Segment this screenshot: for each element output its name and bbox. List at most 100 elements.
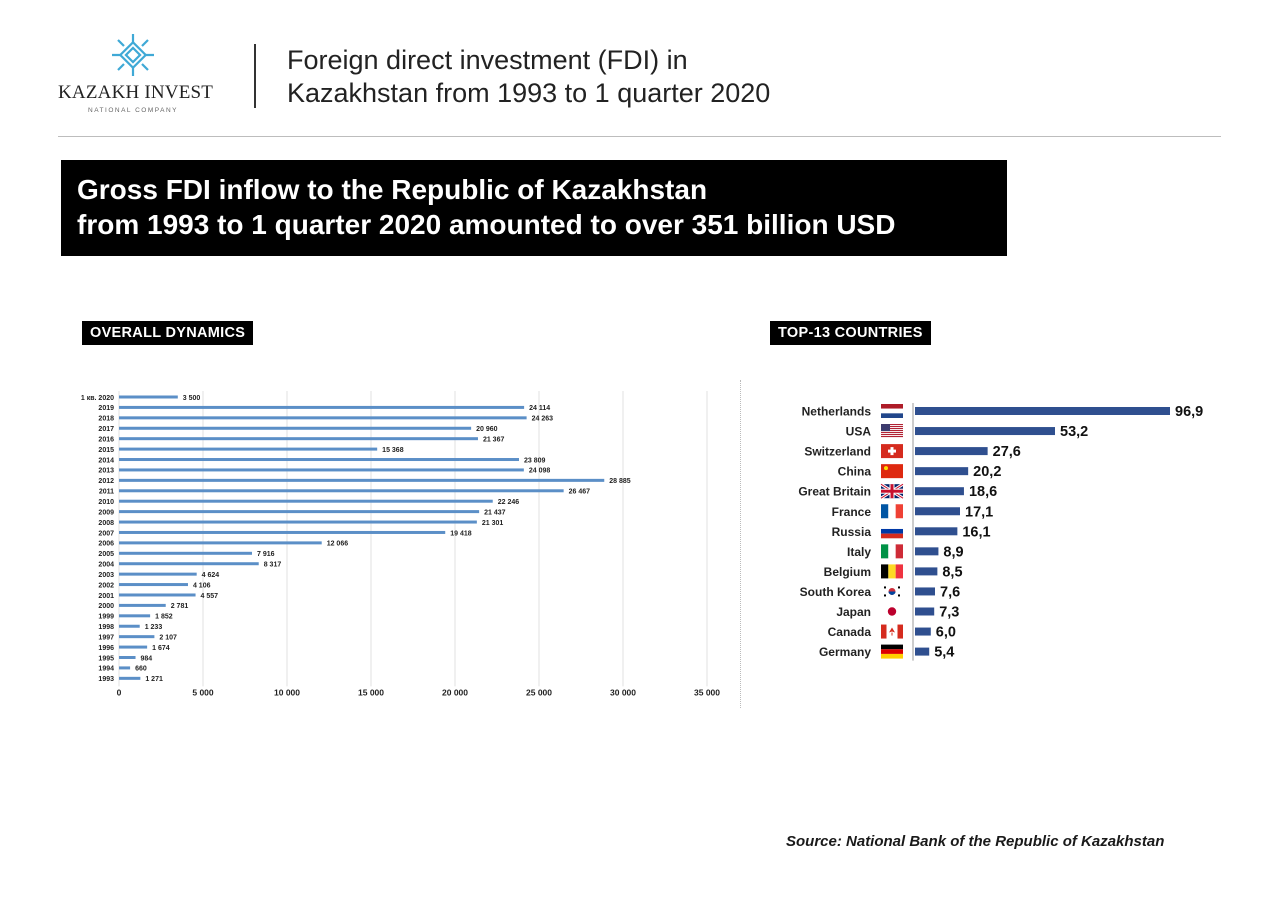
y-category-label: 1993 <box>98 676 114 683</box>
country-label: USA <box>846 425 872 439</box>
y-category-label: 2011 <box>99 489 114 496</box>
logo-name: KAZAKH INVEST <box>58 82 214 103</box>
overall-dynamics-chart: 0 5 000 10 000 15 000 20 000 25 000 30 000 35 0… <box>81 391 720 697</box>
bar-value-label: 21 301 <box>482 520 504 527</box>
y-category-label: 2009 <box>98 509 114 516</box>
italy-flag-icon <box>881 544 903 559</box>
bar-value-label: 1 233 <box>145 624 163 631</box>
bar-value-label: 17,1 <box>965 504 993 520</box>
y-category-label: 2005 <box>98 551 114 558</box>
bar <box>119 656 136 659</box>
country-label: Japan <box>836 605 871 619</box>
bar-value-label: 28 885 <box>609 478 631 485</box>
bar-value-label: 21 437 <box>484 509 506 516</box>
country-label: Russia <box>832 525 872 539</box>
y-category-label: 2008 <box>98 520 114 527</box>
bar <box>915 507 960 516</box>
country-label: Great Britain <box>798 485 871 499</box>
bar <box>915 627 931 636</box>
switzerland-flag-icon <box>881 444 903 459</box>
bar-value-label: 6,0 <box>936 625 956 641</box>
bar-value-label: 24 098 <box>529 468 551 475</box>
bar <box>915 487 964 496</box>
bar <box>119 447 378 451</box>
x-tick-label: 0 <box>117 687 122 697</box>
y-category-label: 2016 <box>98 436 114 443</box>
bar <box>119 416 527 420</box>
y-category-label: 2007 <box>98 530 114 537</box>
bar <box>119 541 322 545</box>
bar <box>119 520 477 524</box>
bar <box>119 676 141 680</box>
bar-value-label: 7,6 <box>940 584 960 600</box>
y-category-label: 1994 <box>98 666 114 673</box>
y-category-label: 1998 <box>98 624 114 631</box>
bar-value-label: 4 624 <box>202 572 220 579</box>
y-category-label: 1 кв. 2020 <box>81 395 114 402</box>
great-britain-flag-icon <box>880 482 904 500</box>
france-flag-icon <box>881 504 903 519</box>
page-title-line2: Kazakhstan from 1993 to 1 quarter 2020 <box>287 78 771 108</box>
bar <box>915 447 988 456</box>
y-category-label: 2015 <box>98 447 114 454</box>
bar-value-label: 4 557 <box>201 593 219 600</box>
bar-value-label: 1 852 <box>155 614 173 621</box>
x-tick-label: 15 000 <box>358 687 384 697</box>
y-category-label: 1999 <box>98 614 114 621</box>
bar-value-label: 3 500 <box>183 395 201 402</box>
country-label: Italy <box>847 545 871 559</box>
belgium-flag-icon <box>881 564 903 579</box>
bar-value-label: 1 271 <box>145 676 163 683</box>
bar-value-label: 2 107 <box>159 634 177 641</box>
china-flag-icon <box>881 464 903 479</box>
top-countries-label: TOP-13 COUNTRIES <box>770 321 931 345</box>
banner-line2: from 1993 to 1 quarter 2020 amounted to … <box>77 209 896 240</box>
source-note: Source: National Bank of the Republic of… <box>786 833 1165 850</box>
bar-value-label: 24 114 <box>529 405 550 412</box>
bar-value-label: 7 916 <box>257 551 275 558</box>
bar <box>119 666 131 670</box>
canada-flag-icon <box>881 624 903 639</box>
page-title: Foreign direct investment (FDI) in Kazak… <box>287 44 987 110</box>
page-title-line1: Foreign direct investment (FDI) in <box>287 45 688 75</box>
x-tick-label: 10 000 <box>274 687 300 697</box>
bar <box>119 499 493 503</box>
russia-flag-icon <box>881 524 903 539</box>
bar <box>915 467 969 476</box>
bar-value-label: 12 066 <box>327 541 349 548</box>
header-rule <box>58 136 1221 137</box>
bar <box>915 567 938 576</box>
bar <box>119 530 446 534</box>
bar-value-label: 27,6 <box>993 444 1021 460</box>
y-category-label: 2010 <box>98 499 114 506</box>
south-korea-flag-icon <box>881 584 903 599</box>
overall-dynamics-label: OVERALL DYNAMICS <box>82 321 254 345</box>
bar-value-label: 20 960 <box>476 426 498 433</box>
bar-value-label: 2 781 <box>171 603 189 610</box>
bar <box>119 510 480 514</box>
bar <box>119 614 151 618</box>
bar <box>119 645 148 649</box>
bar-value-label: 19 418 <box>450 530 472 537</box>
bar-value-label: 15 368 <box>382 447 404 454</box>
bar-value-label: 5,4 <box>934 645 954 661</box>
bar-value-label: 660 <box>135 666 147 673</box>
bar-value-label: 8,9 <box>943 544 963 560</box>
banner-line1: Gross FDI inflow to the Republic of Kaza… <box>77 174 708 205</box>
y-category-label: 1995 <box>98 655 114 662</box>
bar <box>119 624 140 628</box>
bar-value-label: 20,2 <box>973 464 1001 480</box>
logo-subtitle: NATIONAL COMPANY <box>88 107 178 114</box>
company-logo: KAZAKH INVEST NATIONAL COMPANY <box>58 32 214 114</box>
bar-value-label: 18,6 <box>969 484 997 500</box>
x-tick-label: 25 000 <box>526 687 552 697</box>
y-category-label: 2014 <box>98 457 114 464</box>
bar <box>119 405 525 409</box>
bar-value-label: 21 367 <box>483 436 505 443</box>
bar <box>119 489 564 493</box>
bar <box>119 583 188 587</box>
germany-flag-icon <box>881 644 903 659</box>
x-tick-label: 35 000 <box>694 687 720 697</box>
y-category-label: 2006 <box>98 541 114 548</box>
summary-banner: Gross FDI inflow to the Republic of Kaza… <box>61 160 1007 256</box>
